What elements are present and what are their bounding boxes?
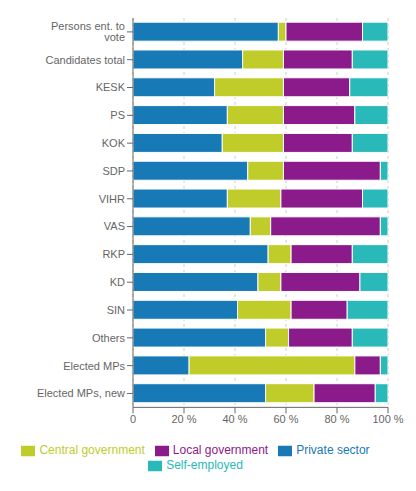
svg-text:Candidates total: Candidates total [46, 54, 126, 66]
svg-text:20 %: 20 % [171, 413, 196, 425]
svg-text:KESK: KESK [96, 81, 126, 93]
svg-text:VIHR: VIHR [99, 193, 125, 205]
svg-text:40 %: 40 % [222, 413, 247, 425]
svg-text:Elected MPs, new: Elected MPs, new [37, 387, 125, 399]
svg-text:SIN: SIN [107, 304, 125, 316]
html-text:Private sector: Private sector [296, 443, 370, 458]
svg-text:PS: PS [110, 109, 125, 121]
svg-text:KD: KD [110, 276, 125, 288]
svg-text:100 %: 100 % [372, 413, 403, 425]
html-text:Central government: Central government [39, 443, 145, 458]
svg-text:Persons ent. tovote: Persons ent. tovote [51, 20, 125, 43]
svg-text:80 %: 80 % [324, 413, 349, 425]
svg-text:VAS: VAS [104, 220, 125, 232]
html-text:Self-employed: Self-employed [166, 458, 243, 473]
svg-text:60 %: 60 % [273, 413, 298, 425]
svg-text:KOK: KOK [102, 137, 126, 149]
html-text:Local government: Local government [172, 443, 269, 458]
svg-text:Others: Others [92, 332, 126, 344]
svg-text:SDP: SDP [102, 165, 125, 177]
svg-text:0: 0 [130, 413, 136, 425]
svg-text:Elected MPs: Elected MPs [63, 360, 125, 372]
svg-text:RKP: RKP [102, 248, 125, 260]
